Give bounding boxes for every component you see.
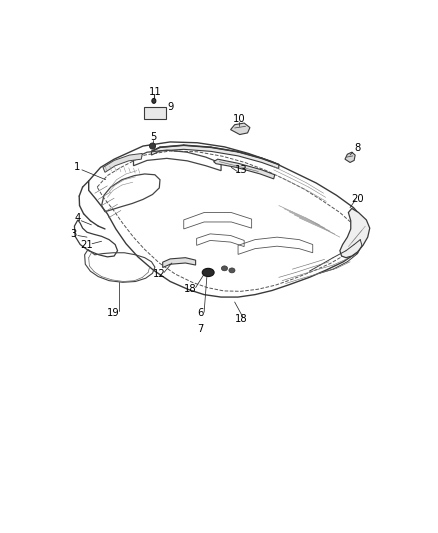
Text: 20: 20 (351, 193, 364, 204)
FancyBboxPatch shape (144, 107, 166, 119)
Text: 13: 13 (234, 165, 247, 175)
Polygon shape (162, 257, 196, 268)
Text: 1: 1 (74, 163, 80, 172)
Ellipse shape (149, 143, 155, 149)
Ellipse shape (202, 268, 214, 277)
Text: 18: 18 (234, 314, 247, 324)
Text: 21: 21 (81, 240, 93, 251)
Text: 7: 7 (198, 324, 204, 334)
Text: 8: 8 (354, 143, 360, 153)
Polygon shape (340, 208, 370, 257)
Polygon shape (230, 123, 250, 134)
Text: 12: 12 (153, 269, 166, 279)
Text: 19: 19 (107, 309, 120, 319)
Text: 6: 6 (198, 309, 204, 319)
Text: 4: 4 (75, 213, 81, 223)
Text: 10: 10 (233, 115, 245, 124)
Text: 18: 18 (184, 284, 197, 294)
Polygon shape (345, 152, 355, 163)
Ellipse shape (229, 268, 235, 273)
Polygon shape (103, 154, 142, 172)
Polygon shape (152, 145, 279, 168)
Text: 9: 9 (167, 102, 173, 112)
Ellipse shape (222, 266, 227, 271)
Text: 3: 3 (70, 229, 77, 239)
Text: 5: 5 (150, 132, 156, 142)
Ellipse shape (152, 99, 156, 103)
Polygon shape (214, 159, 275, 179)
Text: 11: 11 (148, 87, 161, 97)
